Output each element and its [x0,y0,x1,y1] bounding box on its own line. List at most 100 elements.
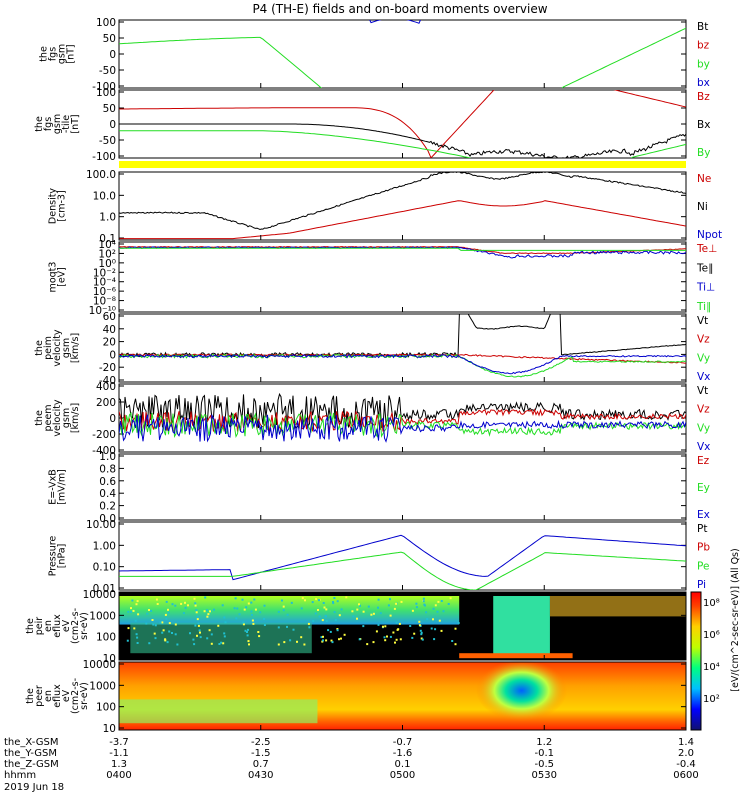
ytick-label: 0 [109,349,116,361]
legend-Npot: Npot [697,229,722,241]
ytick-label: -100 [92,151,116,163]
ytick-label: 10⁻⁸ [93,296,116,308]
xaxis-row-label: 2019 Jun 18 [4,782,64,793]
panel-pressure: 10.00 1.00 0.10 0.01 Pressure[nPa] Pt Pb Pe Pi [48,519,711,595]
legend-Vy: Vy [697,422,710,434]
ylabel-line: fgs [48,47,59,61]
ytick-label: 10⁻⁶ [93,286,116,298]
legend-Ti∥: Ti∥ [696,301,711,313]
ylabel-line: E=-VxB [48,469,59,504]
ytick-label: 10.0 [93,190,116,202]
xtick-value: -1.6 [393,748,413,759]
mode-bar [119,161,686,168]
ytick-label: 10 [103,723,116,735]
ytick-label: 1.0 [99,451,116,463]
legend-Pe: Pe [697,560,709,572]
panel-frame [118,453,687,521]
ytick-label: -50 [99,135,116,147]
ylabel-temp: moqt3[eV] [48,262,68,293]
legend-Pi: Pi [697,579,706,591]
ytick-label: 10⁰ [98,258,116,270]
ylabel-line: gsm [57,44,68,64]
ylabel-line: peer [34,685,45,707]
panel-peer: 10000 1000 100 10 thepeerenefluxeV(cm2-s-sr-… [25,659,687,735]
ytick-label: 10⁻² [93,267,116,279]
xtick-value: 1.4 [678,737,694,748]
ytick-label: 1000 [89,610,116,622]
ylabel-line: the [39,46,50,62]
ytick-label: 0 [109,413,116,425]
legend-bz: bz [697,40,710,52]
ytick-label: 100 [96,702,116,714]
legend-by: by [697,58,710,70]
ytick-label: 10000 [83,589,116,601]
ytick-label: 100 [96,17,116,29]
colorbar-tick: 10⁸ [703,598,720,609]
peir-flux-region [119,596,460,625]
ylabel-line: peir [34,617,45,636]
legend-Vt: Vt [697,315,708,327]
ylabel-pressure: Pressure[nPa] [48,536,68,577]
xtick-value: 1.2 [536,737,552,748]
xaxis-row-label: hhmm [4,770,36,781]
series-black [119,172,686,231]
legend-Ey: Ey [697,482,710,494]
ylabel-line: velocity [52,329,63,367]
ylabel-line: the [25,618,36,634]
figure-title: P4 (TH-E) fields and on-board moments ov… [252,2,547,16]
xtick-value: -1.5 [251,748,271,759]
series-red [119,90,686,158]
legend-Bx: Bx [697,119,710,131]
series-black [119,123,686,158]
ytick-label: 200 [96,397,116,409]
legend-Vt: Vt [697,385,708,397]
ytick-label: 10⁻¹⁰ [89,305,116,317]
ylabel-line: [nPa] [57,544,68,569]
ylabel-line: the [34,340,45,356]
ylabel-line: velocity [52,399,63,437]
panel-peir: 10000 1000 100 10 thepeirenefluxeV(cm2-s-sr-… [25,589,687,665]
ytick-label: 60 [103,311,116,323]
ylabel-line: [km/s] [70,403,81,433]
xtick-value: 0400 [106,770,131,781]
ylabel-density: Density[cm-3] [48,188,68,224]
ylabel-line: [cm-3] [57,190,68,221]
ylabel-line: gsm [61,338,72,358]
peir-hot-region [493,596,550,654]
legend-Vy: Vy [697,352,710,364]
ylabel-line: -tile [61,115,72,133]
xtick-value: 0.7 [253,759,269,770]
series-red [119,408,686,433]
ylabel-line: eflux [52,614,63,638]
ylabel-line: the [25,688,36,704]
ytick-label: 10.00 [86,519,116,531]
ytick-label: 50 [103,103,116,115]
legend-Vz: Vz [697,404,710,416]
ylabel-line: the [34,410,45,426]
ylabel-line: moqt3 [48,262,59,293]
ylabel-line: Density [48,188,59,224]
legend-Bz: Bz [697,91,710,103]
ytick-label: 0.10 [93,562,116,574]
series-red [119,200,686,240]
legend-bx: bx [697,77,710,89]
ylabel-line: the [34,116,45,132]
xtick-value: -2.5 [251,737,271,748]
ylabel-line: sr-eV) [79,682,90,710]
peer-hot-region [476,659,567,722]
ylabel-line: (cm2-s- [70,678,81,714]
ytick-label: -20 [99,362,116,374]
ytick-label: 100 [96,87,116,99]
xaxis-row-label: the_Y-GSM [4,748,57,759]
ytick-label: 0.0 [99,513,116,525]
legend-By: By [697,147,710,159]
xtick-value: -0.1 [534,748,554,759]
ylabel-line: eV [61,689,72,702]
